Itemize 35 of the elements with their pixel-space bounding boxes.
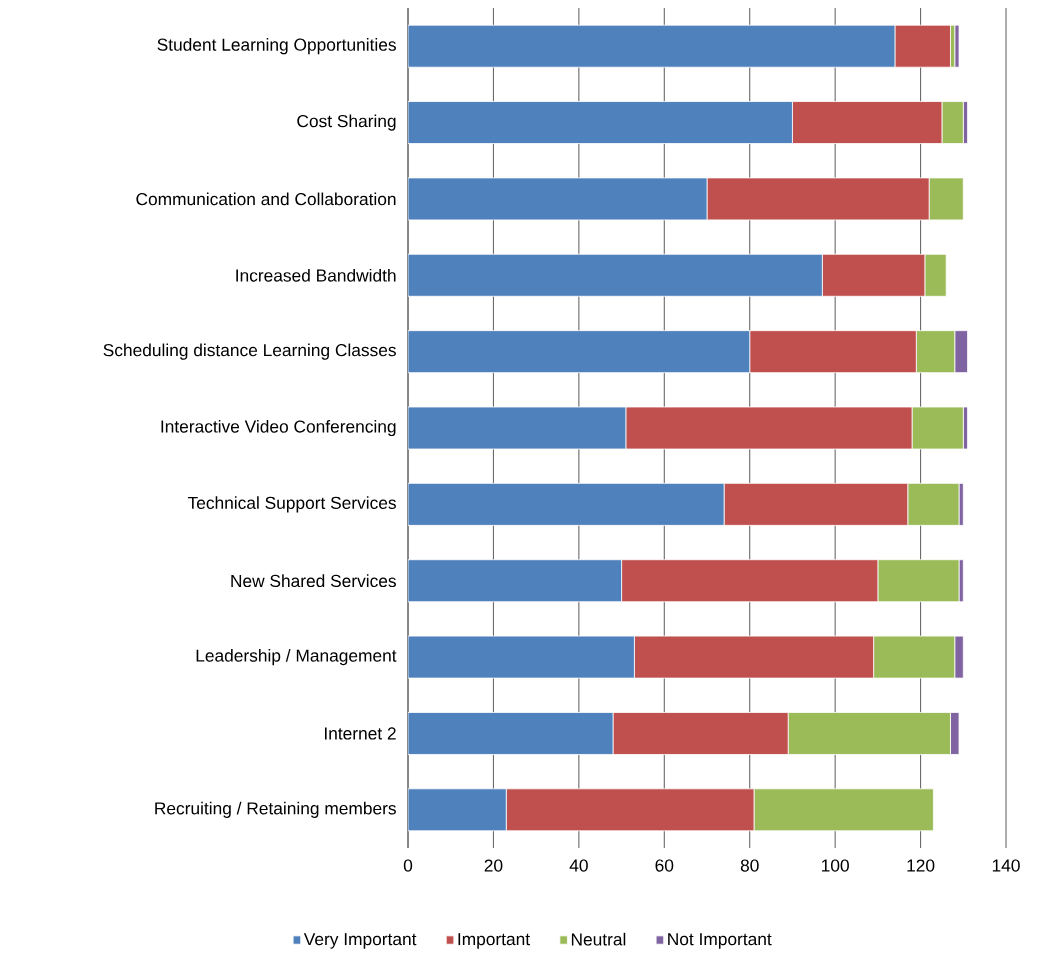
bar [408,24,896,68]
y-tick-label: Increased Bandwidth [236,268,396,282]
y-tick-label: Communication and Collaboration [136,192,396,206]
x-tick-label: 40 [569,859,588,872]
y-tick-label: New Shared Services [231,574,396,588]
bar [408,712,614,755]
y-tick-label: Student Learning Opportunities [157,38,396,55]
bar [408,482,725,526]
bar [408,101,793,144]
bar [408,788,507,832]
x-tick-label: 140 [992,859,1020,872]
x-tick-label: 120 [907,859,935,872]
bar [408,406,627,450]
y-tick-label: Internet 2 [325,727,396,740]
x-tick-label: 80 [740,859,759,872]
y-tick-label: Interactive Video Conferencing [161,419,396,437]
bar [408,253,823,297]
legend-label: Neutral [571,932,626,946]
y-tick-label: Leadership / Management [196,649,397,666]
bar [408,177,708,221]
y-tick-label: Technical Support Services [187,496,396,513]
legend-label: Very Important [303,933,417,949]
y-tick-label: Cost Sharing [297,114,396,131]
bar [954,24,960,68]
x-tick-label: 20 [484,859,503,872]
legend-label: Not Important [668,933,772,949]
bar [408,635,635,679]
x-tick-label: 100 [822,859,849,872]
x-tick-label: 0 [403,859,413,872]
y-tick-label: Recruiting / Retaining members [155,801,396,818]
y-tick-label: Scheduling distance Learning Classes [103,343,396,360]
bar [408,559,622,603]
bar [408,330,751,374]
x-tick-label: 60 [655,859,674,872]
legend-label: Important [458,933,530,949]
